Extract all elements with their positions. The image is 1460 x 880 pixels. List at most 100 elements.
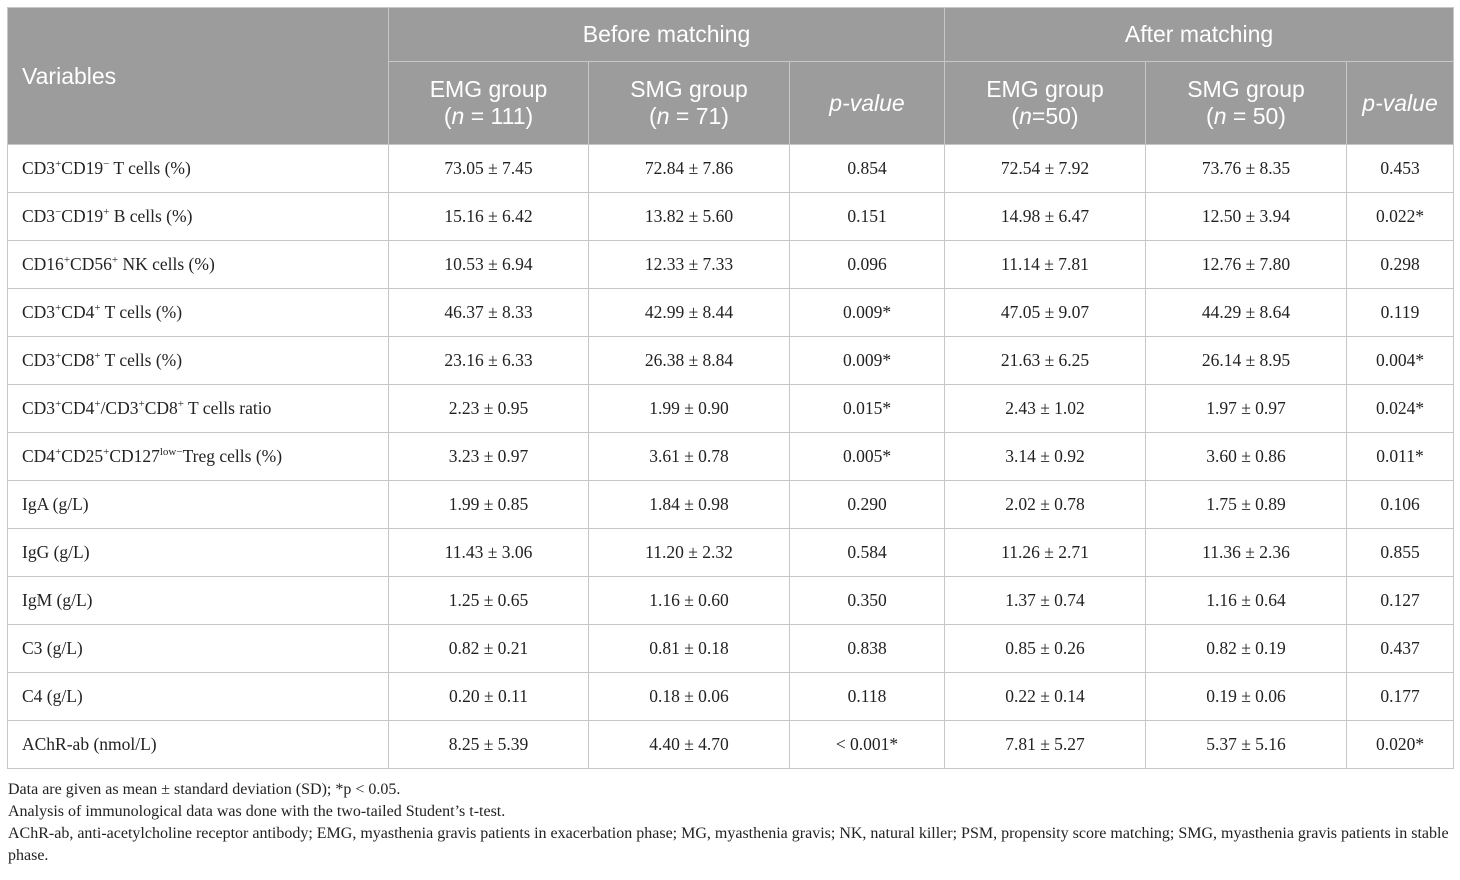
- table-cell: 11.14 ± 7.81: [944, 240, 1146, 289]
- header-pvalue-after: p-value: [1345, 61, 1455, 145]
- table-cell: 26.14 ± 8.95: [1145, 336, 1347, 385]
- footnote: Analysis of immunological data was done …: [8, 803, 506, 820]
- table-row: C4 (g/L) 0.20 ± 0.11 0.18 ± 0.06 0.118 0.22 …: [7, 672, 1455, 721]
- table-cell: 21.63 ± 6.25: [944, 336, 1146, 385]
- table-cell: 0.106: [1345, 480, 1455, 529]
- row-label: IgA (g/L): [7, 480, 389, 529]
- table-cell: 0.298: [1345, 240, 1455, 289]
- table-cell: 3.60 ± 0.86: [1145, 432, 1347, 481]
- table-cell: 46.37 ± 8.33: [388, 288, 589, 337]
- header-smg-after: SMG group (n = 50): [1145, 61, 1347, 145]
- table-row: CD3+CD8+ T cells (%) 23.16 ± 6.33 26.38 ± …: [7, 336, 1455, 385]
- footnote: AChR-ab, anti-acetylcholine receptor ant…: [8, 825, 1449, 864]
- table-cell: 3.23 ± 0.97: [388, 432, 589, 481]
- header-variables: Variables: [7, 7, 389, 145]
- table-cell: 12.33 ± 7.33: [588, 240, 790, 289]
- table-cell: 7.81 ± 5.27: [944, 720, 1146, 769]
- table-cell: 23.16 ± 6.33: [388, 336, 589, 385]
- table-cell: 1.16 ± 0.64: [1145, 576, 1347, 625]
- row-label: C4 (g/L): [7, 672, 389, 721]
- row-label: CD3+CD8+ T cells (%): [7, 336, 389, 385]
- table-cell: 1.84 ± 0.98: [588, 480, 790, 529]
- row-label: IgM (g/L): [7, 576, 389, 625]
- table-cell: 0.015*: [789, 384, 945, 433]
- row-label: CD16+CD56+ NK cells (%): [7, 240, 389, 289]
- table-cell: 3.14 ± 0.92: [944, 432, 1146, 481]
- table-cell: 0.020*: [1345, 720, 1455, 769]
- table-cell: 14.98 ± 6.47: [944, 192, 1146, 241]
- table-cell: 0.119: [1345, 288, 1455, 337]
- table-cell: 0.118: [789, 672, 945, 721]
- row-label: CD3+CD19− T cells (%): [7, 144, 389, 193]
- table-cell: 0.127: [1345, 576, 1455, 625]
- table-cell: 10.53 ± 6.94: [388, 240, 589, 289]
- row-label: CD3+CD4+ T cells (%): [7, 288, 389, 337]
- table-cell: 0.151: [789, 192, 945, 241]
- table-row: IgG (g/L) 11.43 ± 3.06 11.20 ± 2.32 0.584 11…: [7, 528, 1455, 577]
- table-cell: 0.290: [789, 480, 945, 529]
- header-after-matching: After matching: [943, 7, 1455, 62]
- table-row: CD4+CD25+CD127low−Treg cells (%) 3.23 ± 0…: [7, 432, 1455, 481]
- table-cell: 11.36 ± 2.36: [1145, 528, 1347, 577]
- table-cell: 5.37 ± 5.16: [1145, 720, 1347, 769]
- table-cell: 0.350: [789, 576, 945, 625]
- table-cell: 26.38 ± 8.84: [588, 336, 790, 385]
- table-cell: 3.61 ± 0.78: [588, 432, 790, 481]
- table-cell: 72.54 ± 7.92: [944, 144, 1146, 193]
- table-cell: 73.76 ± 8.35: [1145, 144, 1347, 193]
- table-row: CD3+CD4+/CD3+CD8+ T cells ratio 2.23 ± 0.…: [7, 384, 1455, 433]
- header-smg-before: SMG group (n = 71): [588, 61, 790, 145]
- table-container: Variables Before matching After matching…: [7, 7, 1455, 867]
- table-row: CD3−CD19+ B cells (%) 15.16 ± 6.42 13.82 ±…: [7, 192, 1455, 241]
- table-cell: < 0.001*: [789, 720, 945, 769]
- table-cell: 47.05 ± 9.07: [944, 288, 1146, 337]
- row-label: CD3+CD4+/CD3+CD8+ T cells ratio: [7, 384, 389, 433]
- row-label: CD4+CD25+CD127low−Treg cells (%): [7, 432, 389, 481]
- table-cell: 0.004*: [1345, 336, 1455, 385]
- table-row: AChR-ab (nmol/L) 8.25 ± 5.39 4.40 ± 4.70 < …: [7, 720, 1455, 769]
- table-cell: 0.009*: [789, 288, 945, 337]
- table-cell: 0.024*: [1345, 384, 1455, 433]
- table-row: IgA (g/L) 1.99 ± 0.85 1.84 ± 0.98 0.290 2.02…: [7, 480, 1455, 529]
- table-cell: 15.16 ± 6.42: [388, 192, 589, 241]
- table-cell: 11.43 ± 3.06: [388, 528, 589, 577]
- row-label: C3 (g/L): [7, 624, 389, 673]
- table-cell: 1.99 ± 0.85: [388, 480, 589, 529]
- table-body: CD3+CD19− T cells (%) 73.05 ± 7.45 72.84 ±…: [7, 144, 1455, 769]
- header-pvalue-before: p-value: [789, 61, 945, 145]
- table-cell: 0.009*: [789, 336, 945, 385]
- data-table: Variables Before matching After matching…: [7, 7, 1455, 769]
- table-cell: 1.75 ± 0.89: [1145, 480, 1347, 529]
- table-cell: 1.97 ± 0.97: [1145, 384, 1347, 433]
- table-cell: 0.177: [1345, 672, 1455, 721]
- table-cell: 0.854: [789, 144, 945, 193]
- table-cell: 0.453: [1345, 144, 1455, 193]
- table-cell: 0.82 ± 0.19: [1145, 624, 1347, 673]
- table-cell: 0.81 ± 0.18: [588, 624, 790, 673]
- footnote: Data are given as mean ± standard deviat…: [8, 781, 401, 798]
- table-cell: 2.23 ± 0.95: [388, 384, 589, 433]
- table-cell: 0.022*: [1345, 192, 1455, 241]
- table-cell: 1.16 ± 0.60: [588, 576, 790, 625]
- table-header: Variables Before matching After matching…: [7, 7, 1455, 145]
- table-cell: 72.84 ± 7.86: [588, 144, 790, 193]
- table-row: CD3+CD4+ T cells (%) 46.37 ± 8.33 42.99 ± …: [7, 288, 1455, 337]
- table-cell: 0.437: [1345, 624, 1455, 673]
- table-cell: 13.82 ± 5.60: [588, 192, 790, 241]
- table-cell: 0.011*: [1345, 432, 1455, 481]
- table-cell: 0.19 ± 0.06: [1145, 672, 1347, 721]
- table-cell: 8.25 ± 5.39: [388, 720, 589, 769]
- table-cell: 0.20 ± 0.11: [388, 672, 589, 721]
- table-cell: 12.76 ± 7.80: [1145, 240, 1347, 289]
- table-row: CD3+CD19− T cells (%) 73.05 ± 7.45 72.84 ±…: [7, 144, 1455, 193]
- table-cell: 0.22 ± 0.14: [944, 672, 1146, 721]
- table-cell: 2.02 ± 0.78: [944, 480, 1146, 529]
- table-cell: 0.584: [789, 528, 945, 577]
- table-cell: 12.50 ± 3.94: [1145, 192, 1347, 241]
- header-emg-after: EMG group (n=50): [944, 61, 1146, 145]
- table-row: IgM (g/L) 1.25 ± 0.65 1.16 ± 0.60 0.350 1.37…: [7, 576, 1455, 625]
- table-cell: 0.855: [1345, 528, 1455, 577]
- table-row: C3 (g/L) 0.82 ± 0.21 0.81 ± 0.18 0.838 0.85 …: [7, 624, 1455, 673]
- table-cell: 11.26 ± 2.71: [944, 528, 1146, 577]
- table-footnotes: Data are given as mean ± standard deviat…: [7, 779, 1453, 867]
